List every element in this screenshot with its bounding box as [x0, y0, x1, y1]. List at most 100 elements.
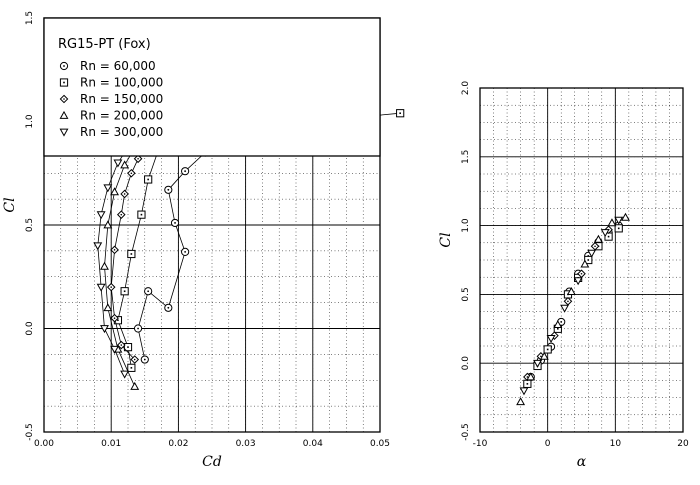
drag-polar-chart: 0.00 0.01 0.02 0.03 0.04 0.05 -0.5 0.0 0.5 1.0 1.5… — [2, 11, 405, 470]
data-point — [93, 242, 103, 251]
data-point — [96, 283, 106, 292]
series-3 — [516, 212, 630, 406]
x-tick-label: 0.01 — [101, 439, 121, 449]
legend-marker — [59, 61, 69, 71]
data-point — [127, 249, 136, 259]
data-point — [123, 343, 133, 352]
data-point — [580, 259, 590, 268]
series-4 — [93, 124, 153, 379]
data-point — [127, 363, 136, 372]
legend-item-label: Rn = 300,000 — [80, 125, 163, 139]
data-point — [100, 261, 109, 270]
data-point — [164, 303, 173, 312]
series-line — [137, 123, 360, 360]
data-point — [110, 245, 119, 255]
legend-title: RG15-PT (Fox) — [58, 37, 151, 52]
data-point — [110, 313, 119, 323]
data-point — [110, 345, 120, 354]
x-tick-label: 0 — [545, 439, 551, 449]
data-point — [120, 160, 130, 169]
data-point — [133, 154, 143, 164]
y-tick-label: 1.0 — [461, 218, 471, 233]
data-point — [181, 247, 190, 257]
data-point — [573, 277, 583, 286]
data-point — [100, 325, 109, 334]
x-tick-label: 0.05 — [370, 439, 390, 449]
minor-grid — [479, 87, 684, 433]
x-tick-label: 0.00 — [34, 439, 54, 449]
lift-curve-chart: -10 0 10 20 -0.5 0.0 0.5 1.0 1.5 2.0 α Cl — [438, 81, 689, 470]
data-point — [170, 218, 180, 228]
data-point — [144, 287, 153, 296]
data-point — [113, 159, 123, 168]
data-point — [587, 249, 597, 258]
data-point — [553, 320, 563, 329]
data-point — [137, 210, 146, 219]
data-point — [103, 184, 113, 193]
data-point — [181, 167, 190, 176]
data-point — [523, 379, 532, 388]
x-axis-label: Cd — [202, 454, 222, 470]
data-point — [140, 355, 149, 364]
y-axis-label: Cl — [438, 232, 454, 247]
data-point — [96, 211, 106, 220]
y-tick-label: 1.0 — [25, 114, 35, 129]
data-point — [164, 185, 173, 194]
legend-box — [43, 17, 381, 157]
legend-item-label: Rn = 100,000 — [80, 76, 163, 90]
data-point — [127, 168, 136, 178]
data-point — [130, 355, 140, 364]
y-tick-label: 0.5 — [25, 218, 35, 232]
data-point — [519, 387, 529, 396]
legend-marker — [59, 94, 69, 104]
data-point — [593, 234, 603, 243]
legend-marker — [59, 78, 69, 87]
x-tick-label: 0.02 — [168, 439, 188, 449]
legend-marker — [59, 110, 69, 119]
data-point — [533, 359, 542, 368]
data-point — [600, 229, 610, 238]
y-tick-label: 0.0 — [461, 356, 471, 371]
legend-item-label: Rn = 200,000 — [80, 109, 163, 123]
data-point — [539, 351, 549, 360]
y-tick-label: -0.5 — [461, 423, 471, 441]
data-point — [614, 216, 624, 225]
data-point — [120, 370, 130, 379]
data-point — [130, 381, 140, 390]
data-point — [133, 324, 143, 333]
legend-item-label: Rn = 150,000 — [80, 92, 163, 106]
plot-frame — [479, 87, 684, 433]
data-point — [560, 304, 570, 313]
y-axis-label: Cl — [2, 197, 18, 212]
data-point — [516, 397, 526, 406]
y-tick-label: 0.5 — [461, 287, 471, 301]
x-tick-label: -10 — [473, 439, 488, 449]
data-point — [106, 282, 116, 292]
x-tick-label: 0.03 — [236, 439, 256, 449]
data-point — [396, 109, 405, 118]
data-point — [144, 175, 153, 184]
legend: RG15-PT (Fox) Rn = 60,000 Rn = 100,000 Rn =… — [43, 17, 381, 157]
data-point — [110, 187, 120, 196]
y-tick-label: 2.0 — [461, 81, 471, 96]
data-point — [103, 220, 113, 229]
data-point — [607, 218, 617, 227]
data-point — [116, 210, 126, 219]
data-point — [563, 296, 573, 306]
data-point — [546, 335, 556, 344]
y-tick-label: 1.5 — [25, 11, 35, 25]
data-point — [120, 287, 129, 296]
data-point — [566, 287, 576, 296]
y-tick-label: 0.0 — [25, 321, 35, 336]
data-point — [543, 345, 552, 354]
data-point — [116, 340, 126, 350]
data-point — [120, 189, 129, 199]
legend-marker — [59, 128, 69, 137]
x-tick-label: 20 — [677, 439, 689, 449]
y-tick-label: 1.5 — [461, 150, 471, 164]
x-axis-label: α — [577, 454, 587, 470]
data-point — [614, 224, 623, 233]
data-point — [526, 372, 536, 381]
series-4 — [519, 216, 624, 396]
